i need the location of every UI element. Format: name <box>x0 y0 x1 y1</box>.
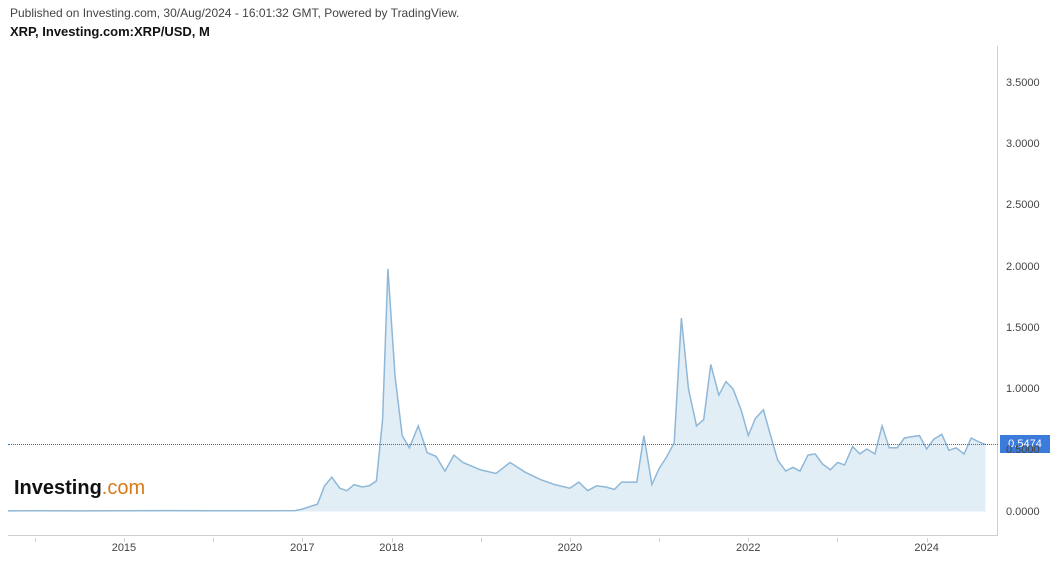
chart-plot-area[interactable]: Investing.com <box>8 46 998 536</box>
area-fill <box>8 269 986 512</box>
price-area-chart <box>8 46 998 536</box>
y-tick-label: 2.0000 <box>1006 261 1040 273</box>
x-axis: 2015 2017 2018 2020 2022 2024 <box>8 538 998 566</box>
watermark-logo: Investing.com <box>14 477 145 500</box>
x-minor-tick <box>659 538 660 542</box>
y-axis: 0.0000 0.5000 1.0000 1.5000 2.0000 2.5000 3.00… <box>1000 46 1052 536</box>
x-tick-label: 2022 <box>736 542 760 554</box>
symbol-title: XRP, Investing.com:XRP/USD, M <box>10 24 210 39</box>
x-minor-tick <box>481 538 482 542</box>
x-tick-label: 2018 <box>379 542 403 554</box>
y-tick-label: 1.0000 <box>1006 383 1040 395</box>
y-tick-label: 0.5000 <box>1006 444 1040 456</box>
watermark-part1: Investing <box>14 477 102 499</box>
publish-info: Published on Investing.com, 30/Aug/2024 … <box>10 6 459 20</box>
current-price-line <box>8 444 998 445</box>
x-tick-label: 2020 <box>558 542 582 554</box>
y-tick-label: 3.0000 <box>1006 138 1040 150</box>
watermark-part2: .com <box>102 477 145 499</box>
chart-container: Investing.com 0.5474 0.00000.50001.00001… <box>8 46 1052 566</box>
x-minor-tick <box>35 538 36 542</box>
y-tick-label: 0.0000 <box>1006 506 1040 518</box>
x-tick-label: 2017 <box>290 542 314 554</box>
x-minor-tick <box>213 538 214 542</box>
x-tick-label: 2024 <box>914 542 938 554</box>
y-tick-label: 3.5000 <box>1006 77 1040 89</box>
x-minor-tick <box>837 538 838 542</box>
y-tick-label: 2.5000 <box>1006 199 1040 211</box>
y-tick-label: 1.5000 <box>1006 322 1040 334</box>
x-tick-label: 2015 <box>112 542 136 554</box>
